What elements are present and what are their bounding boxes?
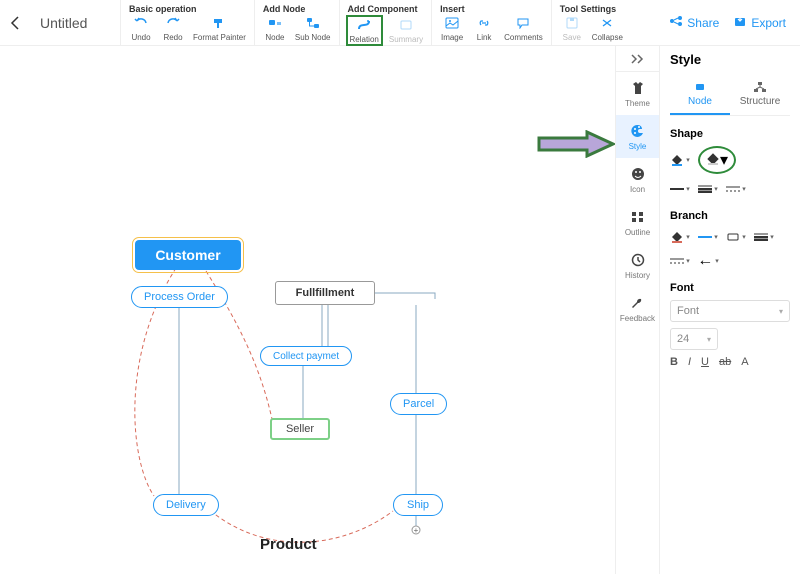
structure-tab-icon xyxy=(730,81,790,96)
format-painter-button[interactable]: Format Painter xyxy=(191,15,248,42)
summary-icon xyxy=(399,17,413,33)
node-tab-icon xyxy=(670,81,730,96)
node-collect-payment[interactable]: Collect paymet xyxy=(260,346,352,366)
toolbar-group-basic: Basic operation Undo Redo Format Painter xyxy=(120,0,254,45)
grid-icon xyxy=(630,208,646,226)
diagram-canvas[interactable]: + Customer Process Order Fullfillment Co… xyxy=(0,46,615,574)
redo-button[interactable]: Redo xyxy=(159,15,187,42)
collapse-button[interactable]: Collapse xyxy=(590,15,625,42)
tab-structure[interactable]: Structure xyxy=(730,77,790,115)
underline-button[interactable]: U xyxy=(701,356,709,368)
node-icon xyxy=(268,15,282,31)
share-button[interactable]: Share xyxy=(669,15,719,30)
save-icon xyxy=(565,15,579,31)
relation-icon xyxy=(357,17,371,33)
sidebar-item-outline[interactable]: Outline xyxy=(616,201,659,244)
branch-width-button[interactable]: ▾ xyxy=(754,228,774,246)
branch-fill-button[interactable]: ▾ xyxy=(670,228,690,246)
palette-icon xyxy=(630,122,646,140)
panel-title: Style xyxy=(670,52,790,67)
document-title[interactable]: Untitled xyxy=(30,0,120,45)
wrench-icon xyxy=(630,294,646,312)
link-button[interactable]: Link xyxy=(470,15,498,42)
shape-background-button[interactable]: ▾ xyxy=(698,146,736,174)
section-font: Font xyxy=(670,282,790,294)
tshirt-icon xyxy=(630,79,646,97)
section-branch: Branch xyxy=(670,210,790,222)
branch-dash-button[interactable]: ▾ xyxy=(670,252,690,270)
branch-arrow-button[interactable]: ← ▾ xyxy=(698,252,718,270)
font-family-select[interactable]: Font▾ xyxy=(670,300,790,322)
group-title: Tool Settings xyxy=(558,2,625,15)
clock-icon xyxy=(630,251,646,269)
callout-arrow xyxy=(537,130,615,158)
redo-icon xyxy=(166,15,180,31)
italic-button[interactable]: I xyxy=(688,356,691,368)
toolbar-group-add-node: Add Node Node Sub Node xyxy=(254,0,339,45)
back-button[interactable] xyxy=(0,0,30,45)
node-customer[interactable]: Customer xyxy=(135,240,241,270)
comments-icon xyxy=(516,15,530,31)
export-button[interactable]: Export xyxy=(733,15,786,30)
panel-tabs: Node Structure xyxy=(670,77,790,116)
node-fullfillment[interactable]: Fullfillment xyxy=(275,281,375,305)
diagram-wires: + xyxy=(0,46,615,574)
group-title: Add Component xyxy=(346,2,426,15)
font-color-button[interactable]: A xyxy=(741,356,748,368)
undo-icon xyxy=(134,15,148,31)
toolbar-group-tool-settings: Tool Settings Save Collapse xyxy=(551,0,631,45)
right-icon-sidebar: Theme Style Icon Outline History Feedbac… xyxy=(615,46,660,574)
node-button[interactable]: Node xyxy=(261,15,289,42)
top-toolbar: Untitled Basic operation Undo Redo Forma… xyxy=(0,0,800,46)
sidebar-item-history[interactable]: History xyxy=(616,244,659,287)
border-dash-button[interactable]: ▾ xyxy=(726,180,746,198)
subnode-icon xyxy=(306,15,320,31)
export-icon xyxy=(733,15,747,30)
section-shape: Shape xyxy=(670,128,790,140)
font-size-select[interactable]: 24▾ xyxy=(670,328,718,350)
toolbar-group-insert: Insert Image Link Comments xyxy=(431,0,551,45)
group-title: Add Node xyxy=(261,2,333,15)
label-product: Product xyxy=(260,536,317,553)
image-button[interactable]: Image xyxy=(438,15,466,42)
border-width-button[interactable]: ▾ xyxy=(698,180,718,198)
smiley-icon xyxy=(630,165,646,183)
collapse-icon xyxy=(600,15,614,31)
share-icon xyxy=(669,15,683,30)
comments-button[interactable]: Comments xyxy=(502,15,545,42)
image-icon xyxy=(445,15,459,31)
subnode-button[interactable]: Sub Node xyxy=(293,15,333,42)
undo-button[interactable]: Undo xyxy=(127,15,155,42)
branch-line-button[interactable]: ▾ xyxy=(698,228,718,246)
save-button: Save xyxy=(558,15,586,42)
border-style-button[interactable]: ▾ xyxy=(670,180,690,198)
shape-fill-button[interactable]: ▾ xyxy=(670,151,690,169)
group-title: Insert xyxy=(438,2,545,15)
sidebar-item-style[interactable]: Style xyxy=(616,115,659,158)
style-panel: Style Node Structure Shape ▾ ▾ ▾ ▾ ▾ Bra… xyxy=(660,46,800,574)
link-icon xyxy=(477,15,491,31)
tab-node[interactable]: Node xyxy=(670,77,730,115)
toolbar-group-add-component: Add Component Relation Summary xyxy=(339,0,432,45)
sidebar-collapse-button[interactable] xyxy=(616,46,659,72)
group-title: Basic operation xyxy=(127,2,248,15)
sidebar-item-icon[interactable]: Icon xyxy=(616,158,659,201)
svg-text:+: + xyxy=(414,526,419,535)
node-process-order[interactable]: Process Order xyxy=(131,286,228,308)
font-format-row: B I U ab A xyxy=(670,356,790,368)
bold-button[interactable]: B xyxy=(670,356,678,368)
sidebar-item-theme[interactable]: Theme xyxy=(616,72,659,115)
node-ship[interactable]: Ship xyxy=(393,494,443,516)
node-delivery[interactable]: Delivery xyxy=(153,494,219,516)
branch-shape-button[interactable]: ▾ xyxy=(726,228,746,246)
sidebar-item-feedback[interactable]: Feedback xyxy=(616,287,659,330)
summary-button: Summary xyxy=(387,15,425,46)
format-painter-icon xyxy=(212,15,226,31)
node-parcel[interactable]: Parcel xyxy=(390,393,447,415)
strike-button[interactable]: ab xyxy=(719,356,731,368)
relation-button[interactable]: Relation xyxy=(346,15,383,46)
node-seller[interactable]: Seller xyxy=(270,418,330,440)
toolbar-right: Share Export xyxy=(669,0,800,45)
